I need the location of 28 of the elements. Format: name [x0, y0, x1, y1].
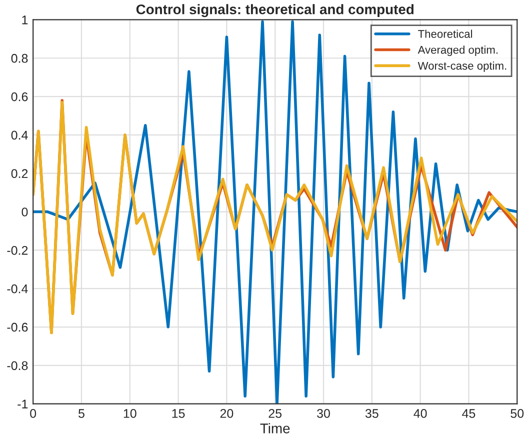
- line-series: [33, 20, 518, 404]
- legend-label: Worst-case optim.: [418, 62, 506, 72]
- x-tick-label: 45: [462, 409, 476, 418]
- y-tick-label: 0: [22, 208, 28, 216]
- y-tick-label: -0.8: [7, 361, 28, 370]
- x-axis-title: Time: [260, 423, 290, 434]
- x-tick-label: 5: [78, 409, 84, 418]
- x-tick-label: 50: [510, 409, 524, 418]
- y-tick-label: 0.4: [11, 130, 28, 140]
- y-tick-label: -0.4: [7, 284, 28, 294]
- x-tick-label: 30: [317, 409, 330, 418]
- x-tick-label: 40: [414, 409, 427, 418]
- y-tick-label: -0.2: [7, 246, 28, 255]
- x-tick-label: 35: [365, 409, 378, 418]
- y-tick-label: 1: [22, 16, 28, 24]
- x-tick-label: 10: [124, 409, 136, 418]
- y-tick-label: 0.8: [11, 54, 28, 63]
- y-tick-label: -1: [18, 400, 28, 408]
- x-tick-label: 25: [268, 409, 282, 418]
- legend-label: Theoretical: [418, 30, 472, 38]
- legend-label: Averaged optim.: [418, 46, 498, 56]
- x-tick-label: 20: [220, 409, 234, 418]
- y-tick-label: -0.6: [7, 322, 28, 332]
- y-tick-label: 0.6: [11, 92, 28, 102]
- x-tick-label: 0: [30, 409, 36, 418]
- y-tick-label: 0.2: [11, 169, 28, 178]
- x-tick-label: 15: [172, 409, 185, 418]
- chart-title: Control signals: theoretical and computed: [136, 4, 414, 18]
